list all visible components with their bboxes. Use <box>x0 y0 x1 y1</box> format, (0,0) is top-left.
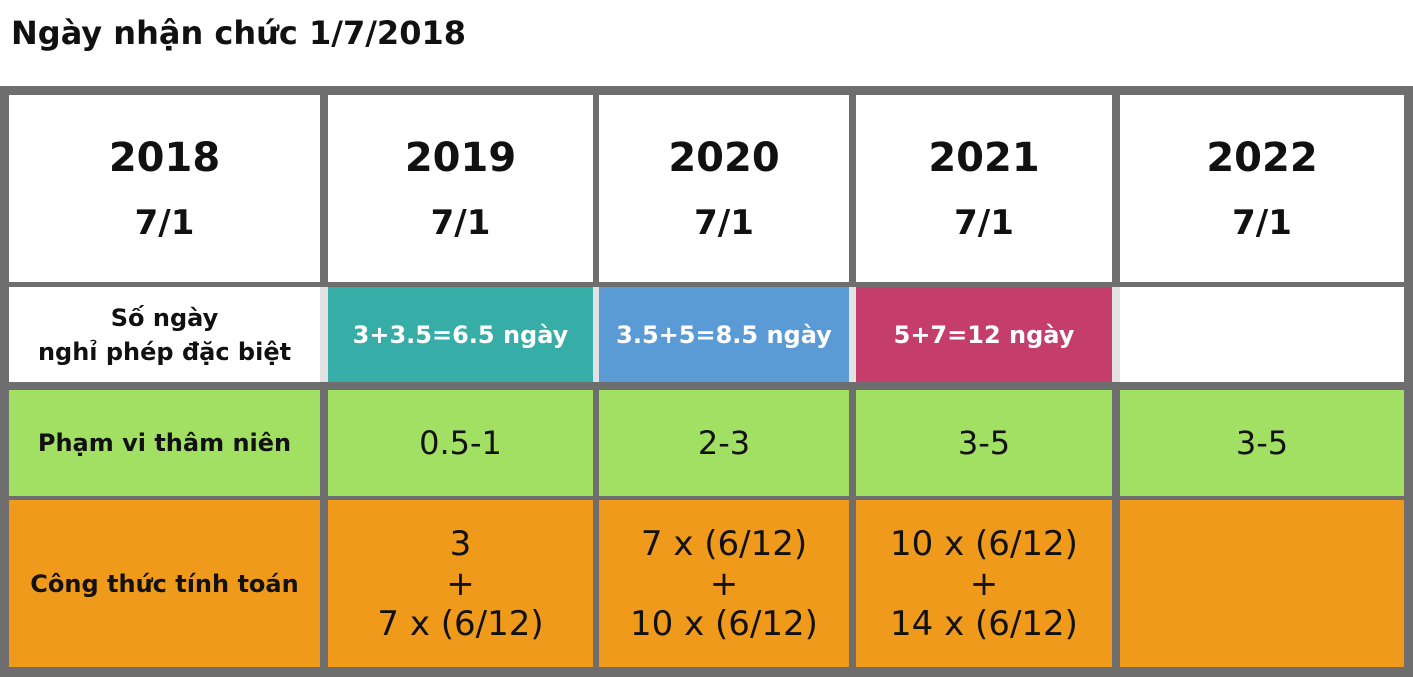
special-leave-label: Số ngày nghỉ phép đặc biệt <box>9 287 320 382</box>
formula-line: + <box>709 563 739 604</box>
formula-line: 14 x (6/12) <box>890 603 1078 644</box>
formula-label: Công thức tính toán <box>9 500 320 667</box>
seniority-2022: 3-5 <box>1120 390 1404 496</box>
formula-line: 3 <box>449 523 472 564</box>
formula-line: 10 x (6/12) <box>630 603 818 644</box>
formula-line: + <box>446 563 475 604</box>
formula-2022 <box>1120 500 1404 667</box>
seniority-2020: 2-3 <box>599 390 849 496</box>
page-title: Ngày nhận chức 1/7/2018 <box>11 14 466 52</box>
header-year: 2022 <box>1206 134 1318 181</box>
seniority-2019: 0.5-1 <box>328 390 593 496</box>
formula-line: 10 x (6/12) <box>890 523 1078 564</box>
header-year: 2021 <box>928 134 1040 181</box>
header-date: 7/1 <box>954 202 1014 243</box>
formula-line: 7 x (6/12) <box>377 603 544 644</box>
header-cell-2022: 2022 7/1 <box>1120 95 1404 282</box>
seniority-value: 0.5-1 <box>419 424 502 462</box>
formula-line: + <box>969 563 999 604</box>
seniority-value: 3-5 <box>957 424 1011 462</box>
formula-2020: 7 x (6/12) + 10 x (6/12) <box>599 500 849 667</box>
special-leave-label-line2: nghỉ phép đặc biệt <box>37 337 292 366</box>
header-year: 2019 <box>404 134 517 181</box>
seniority-2021: 3-5 <box>856 390 1112 496</box>
header-date: 7/1 <box>694 202 754 243</box>
formula-2019: 3 + 7 x (6/12) <box>328 500 593 667</box>
special-leave-value: 5+7=12 ngày <box>893 320 1075 349</box>
header-cell-2020: 2020 7/1 <box>599 95 849 282</box>
special-leave-value: 3.5+5=8.5 ngày <box>616 320 832 349</box>
leave-table: 2018 7/1 2019 7/1 2020 7/1 2021 7/1 2022… <box>0 86 1413 677</box>
formula-line: 7 x (6/12) <box>640 523 808 564</box>
formula-label-text: Công thức tính toán <box>30 569 299 598</box>
seniority-label: Phạm vi thâm niên <box>9 390 320 496</box>
header-cell-2021: 2021 7/1 <box>856 95 1112 282</box>
header-cell-2019: 2019 7/1 <box>328 95 593 282</box>
special-leave-2022 <box>1120 287 1404 382</box>
special-leave-2020: 3.5+5=8.5 ngày <box>599 287 849 382</box>
header-cell-2018: 2018 7/1 <box>9 95 320 282</box>
seniority-value: 2-3 <box>697 424 751 462</box>
special-leave-value: 3+3.5=6.5 ngày <box>352 320 569 349</box>
special-leave-2021: 5+7=12 ngày <box>856 287 1112 382</box>
special-leave-label-line1: Số ngày <box>110 303 219 332</box>
header-date: 7/1 <box>1232 202 1292 243</box>
seniority-value: 3-5 <box>1235 424 1289 462</box>
formula-2021: 10 x (6/12) + 14 x (6/12) <box>856 500 1112 667</box>
seniority-label-text: Phạm vi thâm niên <box>37 429 292 457</box>
header-date: 7/1 <box>134 202 195 243</box>
special-leave-2019: 3+3.5=6.5 ngày <box>328 287 593 382</box>
header-date: 7/1 <box>430 202 491 243</box>
header-year: 2020 <box>668 134 780 181</box>
header-year: 2018 <box>108 134 221 181</box>
